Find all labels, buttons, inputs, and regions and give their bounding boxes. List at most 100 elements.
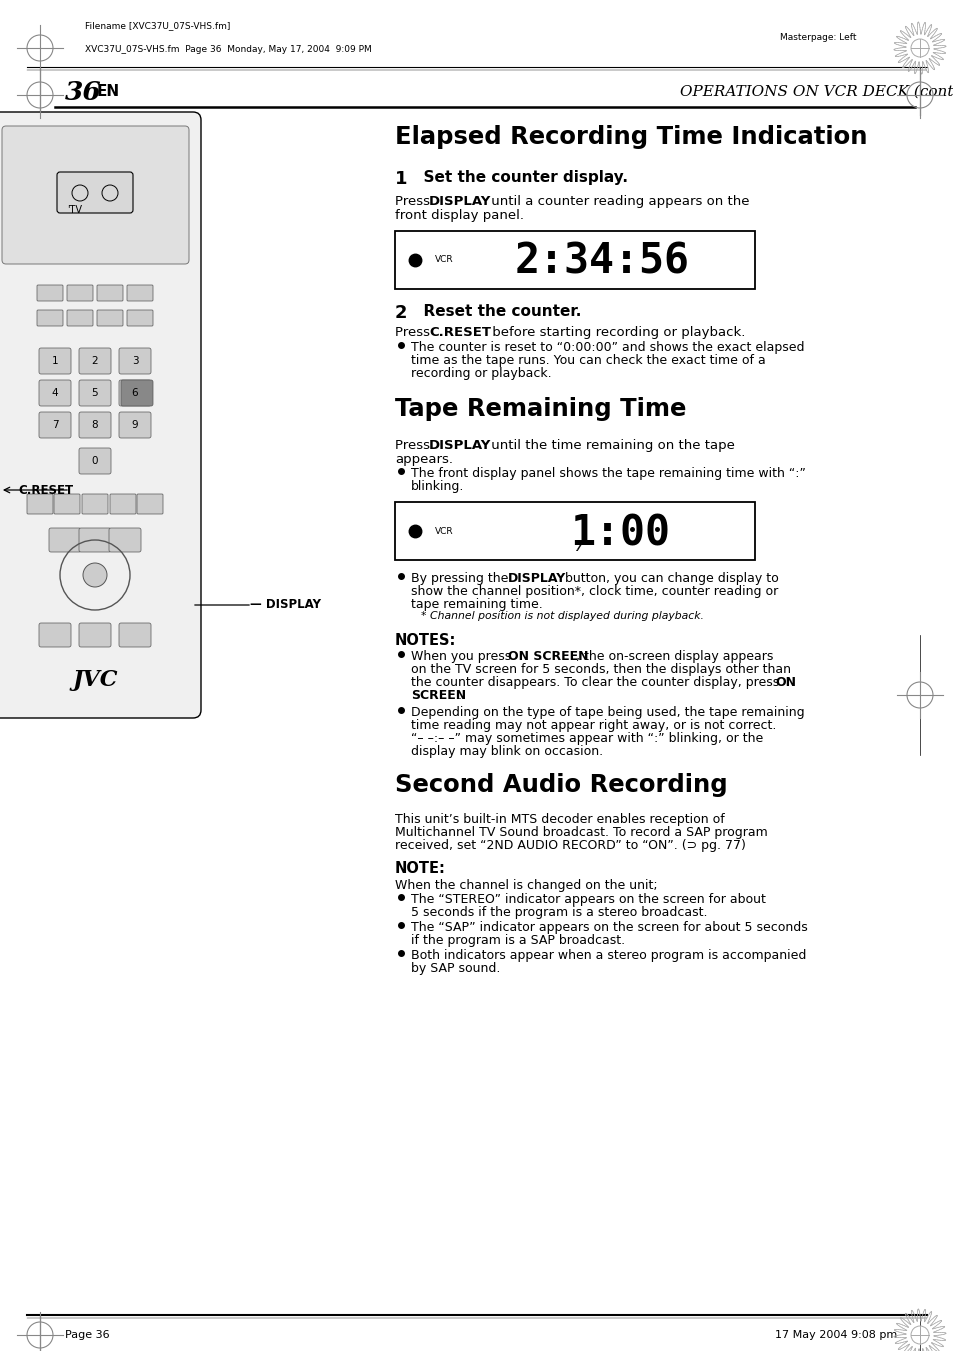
Text: ⁄⁄: ⁄⁄ <box>577 543 580 553</box>
Text: Set the counter display.: Set the counter display. <box>413 170 627 185</box>
Text: 8: 8 <box>91 420 98 430</box>
Text: 2:34:56: 2:34:56 <box>515 240 689 282</box>
Text: Press: Press <box>395 195 434 208</box>
Text: display may blink on occasion.: display may blink on occasion. <box>411 744 602 758</box>
Text: DISPLAY: DISPLAY <box>429 439 491 453</box>
FancyBboxPatch shape <box>119 380 151 407</box>
Text: on the TV screen for 5 seconds, then the displays other than: on the TV screen for 5 seconds, then the… <box>411 663 790 676</box>
Text: 1: 1 <box>395 170 407 188</box>
Text: Depending on the type of tape being used, the tape remaining: Depending on the type of tape being used… <box>411 707 803 719</box>
FancyBboxPatch shape <box>57 172 132 213</box>
Text: 6: 6 <box>132 388 138 399</box>
FancyBboxPatch shape <box>39 380 71 407</box>
Text: EN: EN <box>97 85 120 100</box>
FancyBboxPatch shape <box>119 623 151 647</box>
Text: DISPLAY: DISPLAY <box>507 571 566 585</box>
FancyBboxPatch shape <box>119 349 151 374</box>
Text: VCR: VCR <box>435 527 453 535</box>
Text: until the time remaining on the tape: until the time remaining on the tape <box>486 439 734 453</box>
Text: This unit’s built-in MTS decoder enables reception of: This unit’s built-in MTS decoder enables… <box>395 813 724 825</box>
Text: 2: 2 <box>395 304 407 322</box>
Text: .: . <box>457 689 461 703</box>
Text: Tape Remaining Time: Tape Remaining Time <box>395 397 685 422</box>
Text: 0: 0 <box>91 457 98 466</box>
FancyBboxPatch shape <box>79 528 111 553</box>
FancyBboxPatch shape <box>79 449 111 474</box>
Text: ON: ON <box>774 676 795 689</box>
Text: The front display panel shows the tape remaining time with “:”: The front display panel shows the tape r… <box>411 467 805 480</box>
FancyBboxPatch shape <box>39 412 71 438</box>
Text: front display panel.: front display panel. <box>395 209 523 222</box>
FancyBboxPatch shape <box>79 412 111 438</box>
Text: C.RESET: C.RESET <box>429 326 491 339</box>
Text: Both indicators appear when a stereo program is accompanied: Both indicators appear when a stereo pro… <box>411 948 805 962</box>
Text: by SAP sound.: by SAP sound. <box>411 962 500 975</box>
Text: 36: 36 <box>65 80 102 104</box>
Text: time as the tape runs. You can check the exact time of a: time as the tape runs. You can check the… <box>411 354 765 367</box>
FancyBboxPatch shape <box>39 349 71 374</box>
Text: Page 36: Page 36 <box>65 1329 110 1340</box>
Text: 5: 5 <box>91 388 98 399</box>
Text: if the program is a SAP broadcast.: if the program is a SAP broadcast. <box>411 934 624 947</box>
Text: The “STEREO” indicator appears on the screen for about: The “STEREO” indicator appears on the sc… <box>411 893 765 907</box>
Text: blinking.: blinking. <box>411 480 464 493</box>
Text: 2: 2 <box>91 357 98 366</box>
FancyBboxPatch shape <box>79 349 111 374</box>
FancyBboxPatch shape <box>0 112 201 717</box>
Text: SCREEN: SCREEN <box>411 689 466 703</box>
Text: ON SCREEN: ON SCREEN <box>507 650 588 663</box>
FancyBboxPatch shape <box>39 623 71 647</box>
Text: 1: 1 <box>51 357 58 366</box>
Text: 17 May 2004 9:08 pm: 17 May 2004 9:08 pm <box>774 1329 897 1340</box>
FancyBboxPatch shape <box>127 309 152 326</box>
FancyBboxPatch shape <box>137 494 163 513</box>
FancyBboxPatch shape <box>49 528 81 553</box>
Text: 'TV: 'TV <box>67 205 82 215</box>
FancyBboxPatch shape <box>110 494 136 513</box>
FancyBboxPatch shape <box>54 494 80 513</box>
FancyBboxPatch shape <box>27 494 53 513</box>
FancyBboxPatch shape <box>82 494 108 513</box>
Text: Multichannel TV Sound broadcast. To record a SAP program: Multichannel TV Sound broadcast. To reco… <box>395 825 767 839</box>
Text: NOTE:: NOTE: <box>395 861 445 875</box>
Text: “– –:– –” may sometimes appear with “:” blinking, or the: “– –:– –” may sometimes appear with “:” … <box>411 732 762 744</box>
Bar <box>395 503 754 561</box>
Text: XVC37U_07S-VHS.fm  Page 36  Monday, May 17, 2004  9:09 PM: XVC37U_07S-VHS.fm Page 36 Monday, May 17… <box>85 45 372 54</box>
Text: DISPLAY: DISPLAY <box>429 195 491 208</box>
Text: 5 seconds if the program is a stereo broadcast.: 5 seconds if the program is a stereo bro… <box>411 907 707 919</box>
Text: OPERATIONS ON VCR DECK (cont.): OPERATIONS ON VCR DECK (cont.) <box>679 85 953 99</box>
Text: The counter is reset to “0:00:00” and shows the exact elapsed: The counter is reset to “0:00:00” and sh… <box>411 340 803 354</box>
FancyBboxPatch shape <box>79 380 111 407</box>
Text: 1:00: 1:00 <box>569 512 669 554</box>
Text: appears.: appears. <box>395 453 453 466</box>
FancyBboxPatch shape <box>127 285 152 301</box>
Text: 3: 3 <box>132 357 138 366</box>
Text: The “SAP” indicator appears on the screen for about 5 seconds: The “SAP” indicator appears on the scree… <box>411 921 807 934</box>
Text: before starting recording or playback.: before starting recording or playback. <box>488 326 744 339</box>
Text: When the channel is changed on the unit;: When the channel is changed on the unit; <box>395 880 657 892</box>
FancyBboxPatch shape <box>97 285 123 301</box>
Text: show the channel position*, clock time, counter reading or: show the channel position*, clock time, … <box>411 585 778 598</box>
Text: * Channel position is not displayed during playback.: * Channel position is not displayed duri… <box>420 611 703 621</box>
Text: — DISPLAY: — DISPLAY <box>250 598 320 612</box>
Text: Elapsed Recording Time Indication: Elapsed Recording Time Indication <box>395 126 866 149</box>
Text: button, you can change display to: button, you can change display to <box>560 571 778 585</box>
Text: Press: Press <box>395 326 434 339</box>
Text: Press: Press <box>395 439 434 453</box>
Text: Filename [XVC37U_07S-VHS.fm]: Filename [XVC37U_07S-VHS.fm] <box>85 22 230 31</box>
FancyBboxPatch shape <box>2 126 189 263</box>
FancyBboxPatch shape <box>121 380 152 407</box>
Text: received, set “2ND AUDIO RECORD” to “ON”. (⊃ pg. 77): received, set “2ND AUDIO RECORD” to “ON”… <box>395 839 745 852</box>
FancyBboxPatch shape <box>79 623 111 647</box>
Text: Second Audio Recording: Second Audio Recording <box>395 773 727 797</box>
Text: By pressing the: By pressing the <box>411 571 512 585</box>
Text: VCR: VCR <box>435 255 453 265</box>
FancyBboxPatch shape <box>67 285 92 301</box>
Text: recording or playback.: recording or playback. <box>411 367 551 380</box>
Circle shape <box>83 563 107 586</box>
Bar <box>395 231 754 289</box>
Text: JVC: JVC <box>72 669 117 690</box>
Text: NOTES:: NOTES: <box>395 634 456 648</box>
Text: Reset the counter.: Reset the counter. <box>413 304 580 319</box>
FancyBboxPatch shape <box>109 528 141 553</box>
